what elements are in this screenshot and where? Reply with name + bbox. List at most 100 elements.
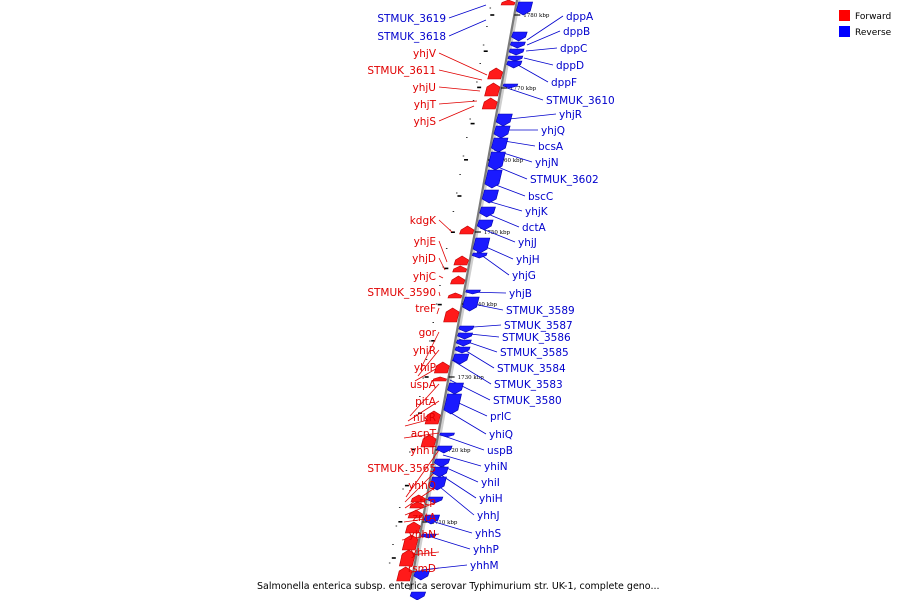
reverse-gene-leader [526,30,561,46]
genome-caption: Salmonella enterica subsp. enterica sero… [257,581,660,592]
reverse-gene-block [476,219,494,231]
forward-gene-block [452,265,468,273]
legend-reverse-label: Reverse [855,28,892,38]
reverse-gene-block [454,346,471,354]
scale-tick-label: 1780 kbp [523,13,550,19]
reverse-gene-block [493,125,511,139]
forward-gene-block [447,292,463,299]
genome-backbone [408,0,519,591]
forward-gene-label-uspa: uspA [410,379,437,391]
reverse-gene-label-yhjr: yhjR [559,109,582,121]
forward-gene-leader [438,86,481,92]
forward-gene-block [410,494,426,503]
forward-gene-block [450,275,466,285]
forward-gene-label-tcp: tcp [419,496,436,508]
reverse-gene-block [481,189,499,204]
scale-tick-label: 1710 kbp [431,520,458,526]
reverse-gene-label-yhhs: yhhS [475,528,502,540]
reverse-gene-block [447,382,464,395]
forward-gene-block [433,361,450,374]
reverse-gene-leader [451,359,492,385]
scale-tick-label: 1730 kbp [458,375,485,381]
reverse-gene-label-dppb: dppB [563,26,590,38]
forward-gene-label-rsmd: rsmD [408,563,436,575]
forward-gene-label-nikr: nikR [413,412,436,424]
reverse-gene-block [507,55,524,62]
reverse-gene-leader [506,87,544,101]
reverse-gene-block [457,332,474,340]
reverse-gene-label-yhin: yhiN [484,461,508,473]
reverse-gene-label-yhjj: yhjJ [518,237,537,249]
forward-gene-block [453,255,469,266]
reverse-gene-block [409,591,427,600]
forward-gene-leader [438,219,453,233]
reverse-gene-block [515,1,534,16]
reverse-gene-block [495,113,513,127]
reverse-gene-block [471,252,488,259]
reverse-gene-block [508,48,525,56]
forward-gene-label-yhht: yhhT [410,445,437,457]
forward-gene-block [424,410,441,425]
forward-gene-label-tref: treF [415,303,436,315]
reverse-gene-leader [448,4,487,19]
reverse-gene-block [472,237,491,254]
reverse-gene-leader [445,409,487,435]
forward-gene-leader [438,240,448,263]
reverse-gene-leader [517,64,549,83]
forward-gene-label-yhjt: yhjT [414,99,437,111]
forward-gene-label-znta: zntA [413,512,437,524]
reverse-gene-leader [526,15,564,41]
legend-forward-label: Forward [855,12,891,22]
reverse-gene-block [462,296,480,312]
forward-gene-block [396,566,413,582]
reverse-gene-block [506,60,523,69]
scale-tick-label: 1760 kbp [497,158,524,164]
reverse-gene-label-stmuk-3619: STMUK_3619 [377,13,446,25]
forward-gene-label-acpt: acpT [411,428,437,440]
reverse-gene-leader [424,534,471,550]
forward-gene-block [481,97,498,110]
reverse-gene-block [423,514,441,525]
legend-reverse-swatch [839,26,850,37]
reverse-gene-block [413,570,430,581]
forward-gene-leader [405,449,440,498]
reverse-gene-label-prlc: prlC [490,411,511,423]
reverse-gene-leader [523,57,554,66]
reverse-gene-label-stmuk-3585: STMUK_3585 [500,347,569,359]
forward-gene-leader [419,331,440,371]
gene-labels: yhjV STMUK_3611 yhjU yhjT yhjS kdgK yhjE yhjD yh… [367,11,614,575]
forward-gene-block [407,509,423,519]
forward-gene-label-yhju: yhjU [413,82,436,94]
reverse-gene-label-stmuk-3610: STMUK_3610 [546,95,615,107]
reverse-gene-label-yhhm: yhhM [470,560,499,572]
reverse-gene-label-dppa: dppA [566,11,594,23]
reverse-gene-label-uspb: uspB [487,445,513,457]
forward-gene-label-yhir: yhiR [413,345,436,357]
reverse-gene-label-stmuk-3587: STMUK_3587 [504,320,573,332]
reverse-gene-block [427,496,444,504]
scale-tick-label: 1750 kbp [484,230,511,236]
forward-gene-block [420,434,437,448]
reverse-gene-label-yhjq: yhjQ [541,125,565,137]
reverse-gene-label-dppd: dppD [556,60,584,72]
reverse-gene-leader [443,435,485,451]
forward-gene-leader [409,383,440,417]
reverse-gene-label-stmuk-3583: STMUK_3583 [494,379,563,391]
reverse-gene-block [421,533,437,539]
forward-gene-block [401,534,419,551]
reverse-gene-block [458,325,475,333]
reverse-gene-block [491,137,509,153]
reverse-gene-block [452,353,470,365]
forward-gene-leader [438,291,441,297]
reverse-gene-block [484,169,503,189]
scale-tick-label: 1740 kbp [471,302,498,308]
forward-gene-label-pita: pitA [415,396,437,408]
reverse-gene-block [479,206,496,218]
reverse-gene-label-dppf: dppF [551,77,577,89]
reverse-gene-block [429,476,447,491]
forward-gene-leader [436,307,440,315]
reverse-gene-label-yhjg: yhjG [512,270,536,282]
forward-gene-label-yhje: yhjE [414,236,436,248]
forward-gene-block [459,225,475,235]
